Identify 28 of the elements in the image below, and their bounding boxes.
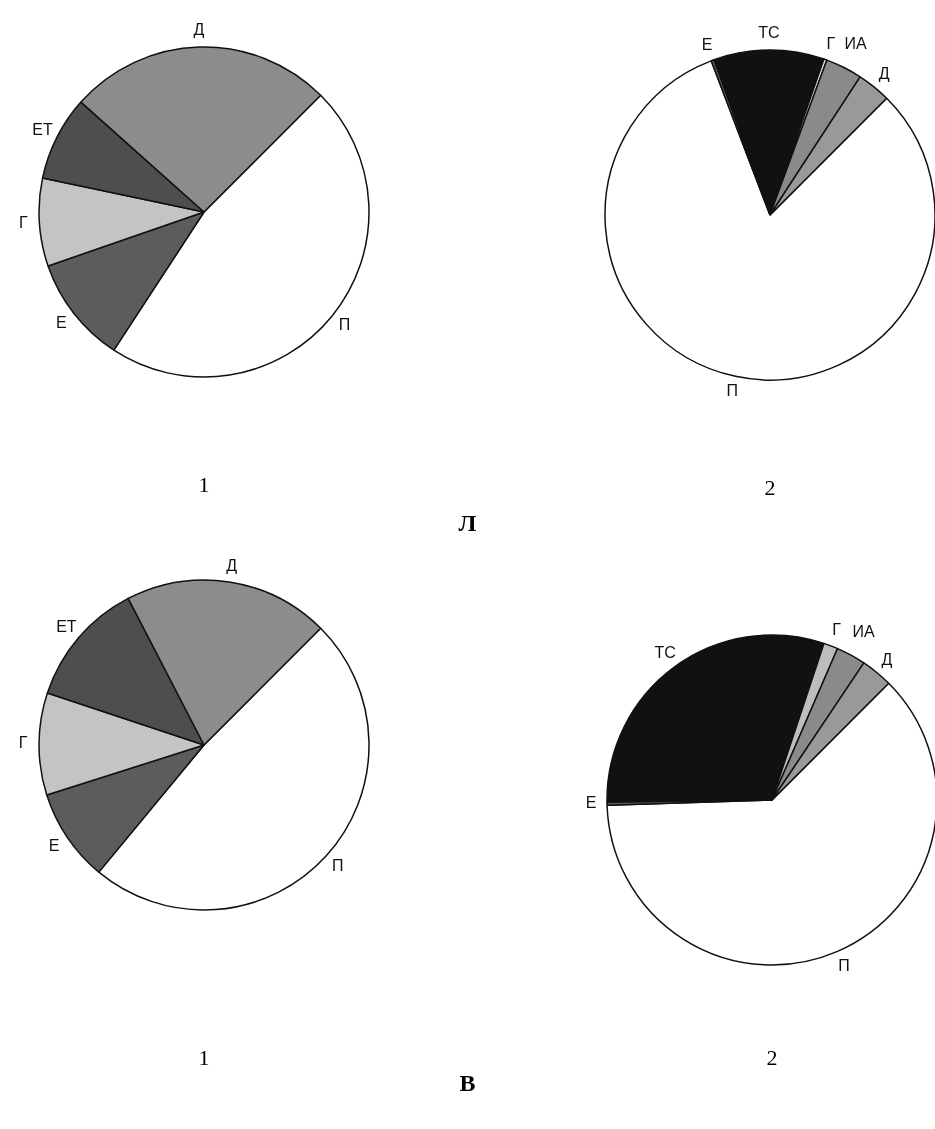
slice-label: П: [338, 316, 351, 334]
slice-label: П: [332, 857, 344, 875]
slice-label: Е: [585, 794, 597, 812]
slice-label: Г: [18, 734, 28, 752]
slice-label: Г: [832, 621, 842, 639]
slice-label: ЕТ: [56, 617, 77, 635]
slice-label: Е: [56, 313, 67, 331]
text: 1: [197, 1045, 211, 1071]
slice-label: ЕТ: [32, 120, 53, 138]
slice-label: ТС: [758, 24, 780, 42]
slice-label: ИА: [852, 622, 875, 640]
slice-label: ИА: [844, 34, 868, 52]
slice-label: Д: [226, 556, 238, 574]
slice-label: П: [838, 956, 850, 974]
text: 2: [763, 475, 777, 501]
slice-label: П: [726, 382, 738, 400]
text: Л: [457, 510, 478, 537]
slice-label: Е: [701, 35, 713, 53]
slice-label: Д: [881, 650, 893, 668]
slice-label: Е: [48, 836, 60, 854]
text: В: [458, 1070, 477, 1097]
slice-label: Д: [878, 64, 890, 82]
text: 2: [765, 1045, 779, 1071]
slice-label: Д: [193, 21, 205, 39]
text: 1: [197, 472, 211, 498]
slice-label: ТС: [654, 644, 676, 662]
slice-label: Г: [826, 34, 836, 52]
slice-label: Г: [19, 213, 29, 231]
